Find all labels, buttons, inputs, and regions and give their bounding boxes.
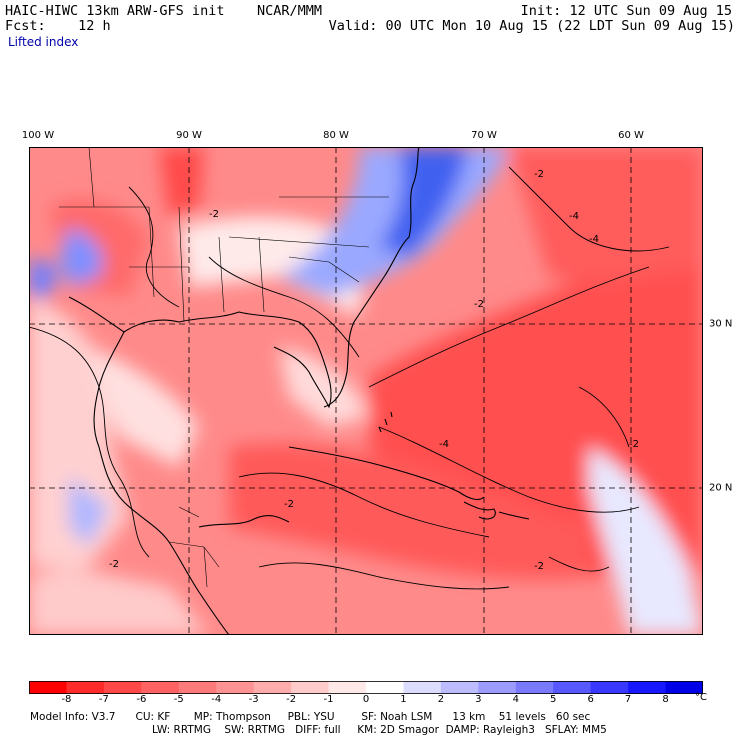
colorbar-unit: °C [695, 692, 707, 703]
colorbar-cell [628, 681, 667, 694]
contour-label: -2 [474, 299, 484, 310]
colorbar-tick-label: -1 [323, 694, 334, 705]
colorbar-cell [253, 681, 292, 694]
model-info-line1: Model Info: V3.7 CU: KF MP: Thompson PBL… [30, 711, 591, 723]
colorbar-cell [478, 681, 517, 694]
lon-label-70w: 70 W [471, 130, 497, 141]
forecast-hour: Fcst: 12 h [5, 18, 111, 34]
field-name: Lifted index [8, 35, 79, 49]
colorbar-cell [103, 681, 142, 694]
lat-lon-grid [29, 147, 703, 635]
lon-label-90w: 90 W [176, 130, 202, 141]
contour-label: -2 [534, 169, 544, 180]
contour-label: -4 [589, 234, 599, 245]
colorbar-cell [141, 681, 180, 694]
contour-label: -2 [629, 439, 639, 450]
colorbar-cell [403, 681, 442, 694]
colorbar-tick-label: 6 [587, 694, 594, 705]
contour-label: -2 [284, 499, 294, 510]
colorbar-tick-label: 7 [624, 694, 632, 705]
lat-label-20n: 20 N [709, 482, 733, 494]
contour-label: -2 [534, 561, 544, 572]
colorbar-tick-label: -6 [136, 694, 147, 705]
colorbar [29, 681, 703, 694]
init-time: Init: 12 UTC Sun 09 Aug 15 [520, 3, 732, 19]
contour-labels: -2 -4 -4 -2 -2 -2 -4 -2 -2 -2 [109, 169, 639, 572]
colorbar-cell [553, 681, 592, 694]
colorbar-tick-label: 8 [662, 694, 669, 705]
colorbar-tick-label: 3 [475, 694, 482, 705]
contour-label: -4 [569, 211, 579, 222]
colorbar-cell [440, 681, 479, 694]
colorbar-tick-label: 2 [437, 694, 445, 705]
model-info-line2: LW: RRTMG SW: RRTMG DIFF: full KM: 2D Sm… [152, 724, 607, 736]
lon-label-80w: 80 W [323, 130, 349, 141]
colorbar-tick-label: -5 [173, 694, 184, 705]
model-title: HAIC-HIWC 13km ARW-GFS init NCAR/MMM [5, 3, 322, 19]
colorbar-cell [328, 681, 367, 694]
colorbar-tick-label: -4 [211, 694, 222, 705]
lifted-index-map: -2 -4 -4 -2 -2 -2 -4 -2 -2 -2 [29, 147, 703, 635]
colorbar-cell [515, 681, 554, 694]
lon-label-100w: 100 W [21, 130, 55, 141]
lat-label-30n: 30 N [709, 318, 733, 330]
colorbar-tick-label: -7 [98, 694, 109, 705]
colorbar-cell [366, 681, 404, 694]
valid-time: Valid: 00 UTC Mon 10 Aug 15 (22 LDT Sun … [328, 18, 735, 34]
contour-label: -2 [109, 559, 119, 570]
colorbar-tick-label: 5 [550, 694, 557, 705]
colorbar-tick-label: 0 [362, 694, 370, 705]
contour-label: -2 [209, 209, 219, 220]
contour-lines [29, 166, 670, 590]
colorbar-cell [216, 681, 255, 694]
colorbar-tick-label: -3 [248, 694, 259, 705]
colorbar-tick-label: -2 [286, 694, 297, 705]
field-shading [29, 147, 703, 635]
lon-label-60w: 60 W [618, 130, 644, 141]
colorbar-cell [29, 681, 67, 694]
colorbar-tick-label: -8 [61, 694, 72, 705]
colorbar-cell [291, 681, 330, 694]
colorbar-tick-label: 4 [512, 694, 519, 705]
map-frame [29, 147, 703, 635]
coastlines [68, 147, 530, 635]
colorbar-cell [590, 681, 629, 694]
contour-label: -4 [439, 439, 449, 450]
colorbar-cell [178, 681, 217, 694]
colorbar-tick-label: 1 [400, 694, 407, 705]
colorbar-cell [665, 681, 703, 694]
colorbar-cell [66, 681, 105, 694]
